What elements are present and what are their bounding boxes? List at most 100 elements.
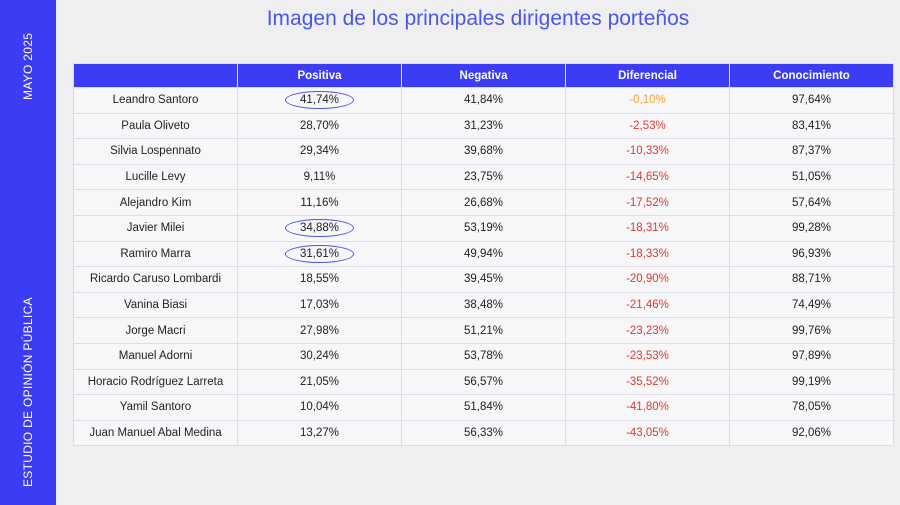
cell-conocimiento: 88,71% <box>730 267 893 292</box>
cell-negativa-value: 39,68% <box>463 145 503 158</box>
study-label: ESTUDIO DE OPINIÓN PÚBLICA <box>21 297 35 487</box>
highlighted-positiva-value: 41,74% <box>284 91 354 110</box>
cell-diferencial: -41,80% <box>566 395 729 420</box>
cell-diferencial-value: -41,80% <box>626 401 669 414</box>
cell-positiva: 30,24% <box>238 343 401 369</box>
cell-conocimiento-value: 78,05% <box>791 401 831 414</box>
cell-conocimiento: 83,41% <box>730 113 893 139</box>
cell-conocimiento-value: 97,89% <box>791 350 831 363</box>
cell-conocimiento: 99,19% <box>730 369 893 395</box>
cell-name-value: Vanina Biasi <box>123 299 188 312</box>
table-row: Vanina Biasi 17,03% 38,48% -21,46% 74,49% <box>74 292 893 318</box>
cell-negativa: 56,33% <box>402 420 565 446</box>
cell-positiva-value: 27,98% <box>299 324 339 337</box>
cell-positiva: 31,61% <box>238 241 401 267</box>
cell-conocimiento: 99,76% <box>730 318 893 343</box>
cell-negativa: 51,21% <box>402 318 565 343</box>
cell-conocimiento-value: 51,05% <box>791 171 831 184</box>
cell-negativa-value: 26,68% <box>463 196 503 209</box>
cell-diferencial: -21,46% <box>566 292 729 318</box>
table-row: Silvia Lospennato 29,34% 39,68% -10,33% 87,3… <box>74 139 893 164</box>
table-row: Javier Milei 34,88% 53,19% -18,31% 99,28% <box>74 215 893 241</box>
cell-diferencial-value: -23,53% <box>626 350 669 363</box>
cell-positiva-value: 9,11% <box>303 171 336 184</box>
cell-positiva: 27,98% <box>238 318 401 343</box>
cell-negativa: 39,45% <box>402 267 565 292</box>
header-diferencial: Diferencial <box>566 64 729 87</box>
cell-name: Vanina Biasi <box>74 292 237 318</box>
cell-conocimiento: 99,28% <box>730 215 893 241</box>
cell-conocimiento: 97,64% <box>730 88 893 113</box>
cell-diferencial: -35,52% <box>566 369 729 395</box>
cell-conocimiento: 92,06% <box>730 420 893 446</box>
cell-positiva: 13,27% <box>238 420 401 446</box>
cell-negativa-value: 51,84% <box>463 401 503 414</box>
cell-diferencial-value: -2,53% <box>629 119 666 132</box>
cell-name: Ramiro Marra <box>74 241 237 267</box>
cell-conocimiento-value: 99,76% <box>791 324 831 337</box>
table-row: Paula Oliveto 28,70% 31,23% -2,53% 83,41% <box>74 113 893 139</box>
cell-name: Manuel Adorni <box>74 343 237 369</box>
cell-conocimiento-value: 87,37% <box>791 145 831 158</box>
cell-negativa-value: 56,33% <box>463 427 503 440</box>
table-row: Ricardo Caruso Lombardi 18,55% 39,45% -20,9… <box>74 267 893 292</box>
highlighted-positiva-value: 31,61% <box>284 244 354 263</box>
table-row: Yamil Santoro 10,04% 51,84% -41,80% 78,05% <box>74 395 893 420</box>
table-row: Ramiro Marra 31,61% 49,94% -18,33% 96,93% <box>74 241 893 267</box>
cell-name-value: Ramiro Marra <box>120 247 191 260</box>
cell-name: Alejandro Kim <box>74 190 237 215</box>
cell-diferencial-value: -23,23% <box>626 324 669 337</box>
cell-diferencial-value: -35,52% <box>626 375 669 388</box>
header-name <box>74 64 237 87</box>
cell-diferencial-value: -20,90% <box>626 273 669 286</box>
cell-diferencial-value: -17,52% <box>626 196 669 209</box>
cell-name-value: Juan Manuel Abal Medina <box>89 427 222 440</box>
cell-diferencial: -18,33% <box>566 241 729 267</box>
cell-negativa-value: 49,94% <box>463 247 503 260</box>
cell-conocimiento: 97,89% <box>730 343 893 369</box>
cell-diferencial-value: -43,05% <box>626 427 669 440</box>
cell-positiva: 28,70% <box>238 113 401 139</box>
cell-conocimiento: 74,49% <box>730 292 893 318</box>
cell-conocimiento: 51,05% <box>730 164 893 190</box>
cell-name-value: Paula Oliveto <box>121 119 190 132</box>
header-positiva: Positiva <box>238 64 401 87</box>
table-row: Alejandro Kim 11,16% 26,68% -17,52% 57,64% <box>74 190 893 215</box>
cell-negativa-value: 38,48% <box>463 299 503 312</box>
report-date: MAYO 2025 <box>21 32 35 100</box>
cell-negativa-value: 23,75% <box>463 171 503 184</box>
cell-name: Javier Milei <box>74 215 237 241</box>
table-row: Lucille Levy 9,11% 23,75% -14,65% 51,05% <box>74 164 893 190</box>
cell-positiva-value: 17,03% <box>299 299 339 312</box>
cell-name-value: Ricardo Caruso Lombardi <box>89 273 222 286</box>
table-row: Juan Manuel Abal Medina 13,27% 56,33% -43,0… <box>74 420 893 446</box>
cell-positiva-value: 11,16% <box>300 196 339 209</box>
cell-conocimiento-value: 96,93% <box>791 247 831 260</box>
cell-conocimiento-value: 92,06% <box>791 427 831 440</box>
header-negativa: Negativa <box>402 64 565 87</box>
cell-negativa: 39,68% <box>402 139 565 164</box>
cell-diferencial-value: -10,33% <box>626 145 669 158</box>
cell-diferencial: -0,10% <box>566 88 729 113</box>
page-title: Imagen de los principales dirigentes por… <box>266 7 690 30</box>
cell-negativa: 49,94% <box>402 241 565 267</box>
cell-name-value: Horacio Rodríguez Larreta <box>87 375 224 388</box>
header-conocimiento: Conocimiento <box>730 64 893 87</box>
cell-conocimiento: 57,64% <box>730 190 893 215</box>
cell-positiva-value: 21,05% <box>299 375 339 388</box>
cell-positiva: 10,04% <box>238 395 401 420</box>
cell-conocimiento-value: 57,64% <box>791 196 831 209</box>
cell-diferencial: -2,53% <box>566 113 729 139</box>
cell-negativa-value: 39,45% <box>463 273 503 286</box>
cell-conocimiento-value: 99,19% <box>791 375 831 388</box>
cell-positiva: 18,55% <box>238 267 401 292</box>
results-table: Positiva Negativa Diferencial Conocimien… <box>73 63 894 447</box>
cell-diferencial-value: -18,33% <box>626 247 669 260</box>
cell-name-value: Javier Milei <box>126 222 185 235</box>
cell-diferencial: -43,05% <box>566 420 729 446</box>
cell-name-value: Lucille Levy <box>125 171 186 184</box>
cell-negativa: 41,84% <box>402 88 565 113</box>
cell-negativa-value: 51,21% <box>463 324 503 337</box>
table-row: Manuel Adorni 30,24% 53,78% -23,53% 97,89% <box>74 343 893 369</box>
cell-positiva: 11,16% <box>238 190 401 215</box>
